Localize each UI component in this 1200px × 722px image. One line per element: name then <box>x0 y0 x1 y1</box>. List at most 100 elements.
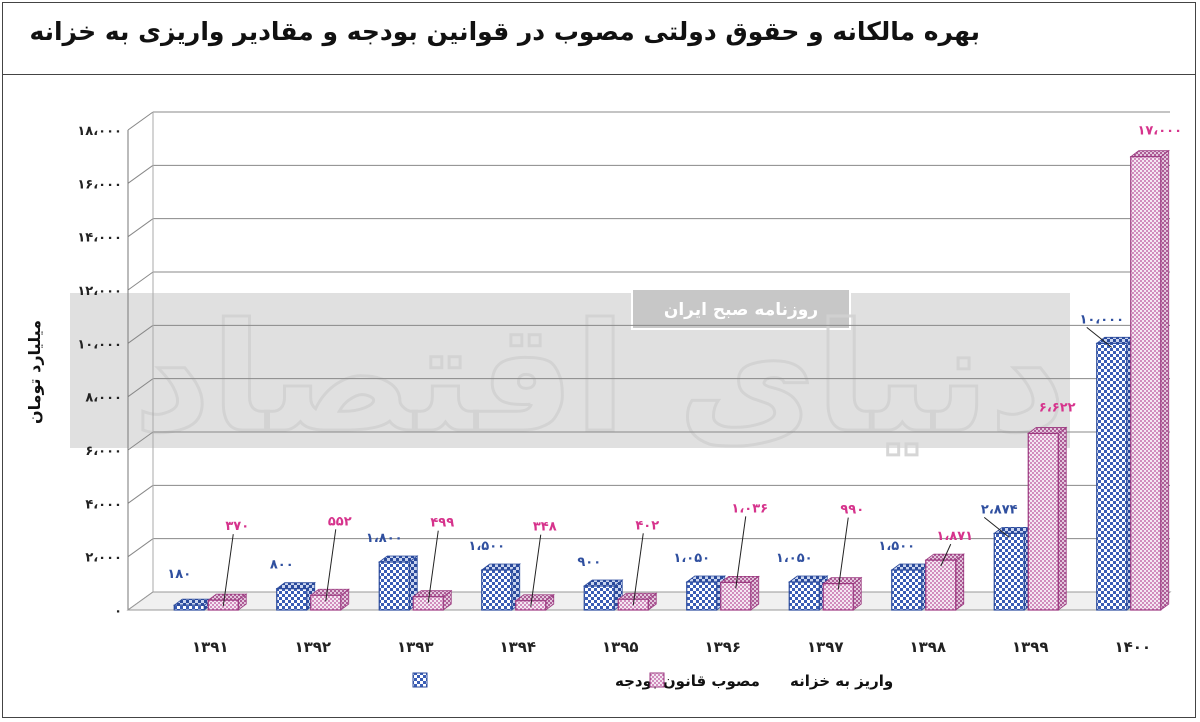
bar-series2-front <box>925 559 957 611</box>
watermark: روزنامه صبح ایران دنیای اقتصاد <box>70 288 1070 468</box>
y-tick-label: ۱۲،۰۰۰ <box>77 284 122 299</box>
bar-series1-front <box>481 569 513 611</box>
data-label-series2: ۹۹۰ <box>840 503 864 518</box>
y-tick-label: ۴،۰۰۰ <box>85 497 122 512</box>
x-tick-label: ۱۴۰۰ <box>1114 638 1151 656</box>
bar-series1 <box>1095 336 1136 611</box>
leader-line-series2 <box>837 517 849 590</box>
bar-series1 <box>890 563 931 611</box>
bar-series2 <box>514 593 555 611</box>
bar-series2 <box>1027 426 1068 611</box>
data-label-series2: ۱۷،۰۰۰ <box>1137 124 1182 139</box>
bar-series2 <box>617 592 658 611</box>
y-tick-label: ۱۶،۰۰۰ <box>77 177 122 192</box>
bar-series1-front <box>686 581 718 611</box>
leader-line-series2 <box>325 529 337 602</box>
bar-series2-front <box>412 596 444 611</box>
leader-line-series1 <box>983 516 1010 538</box>
x-tick-label: ۱۳۹۷ <box>807 638 844 656</box>
legend-label-series1: مصوب قانون بودجه <box>615 672 760 690</box>
bar-series1-front <box>378 561 410 611</box>
data-label-series1: ۱،۰۵۰ <box>673 551 710 566</box>
bar-series1 <box>480 563 521 611</box>
x-tick-label: ۱۳۹۱ <box>192 638 229 656</box>
gridline-diagonal <box>127 111 154 131</box>
y-tick-label: ۱۰،۰۰۰ <box>77 337 122 352</box>
x-tick-label: ۱۳۹۲ <box>294 638 331 656</box>
data-label-series1: ۹۰۰ <box>577 555 601 570</box>
y-axis-label: میلیارد تومان <box>25 320 44 424</box>
y-tick-label: ۱۴،۰۰۰ <box>77 231 122 246</box>
y-tick-label: ۱۸،۰۰۰ <box>77 124 122 139</box>
watermark-badge <box>631 288 851 330</box>
data-label-series2: ۶،۶۲۲ <box>1039 400 1076 415</box>
data-label-series1: ۱،۵۰۰ <box>878 539 915 554</box>
bar-series1-front <box>788 581 820 611</box>
legend-label-series2: واریز به خزانه <box>790 672 893 690</box>
chart-bars <box>173 149 1170 611</box>
y-tick-label: ۰ <box>114 604 122 619</box>
data-label-series2: ۵۵۲ <box>328 514 352 529</box>
legend-swatch-series2 <box>649 672 665 688</box>
leader-line-series2 <box>940 543 952 567</box>
bar-series1-front <box>891 569 923 611</box>
bar-series2-side <box>955 553 965 611</box>
bar-series2-front <box>1130 156 1162 611</box>
bar-series2 <box>309 588 350 611</box>
bar-series2-front <box>310 594 342 611</box>
y-tick-label: ۶،۰۰۰ <box>85 444 122 459</box>
bar-series2 <box>719 575 760 611</box>
bar-series1 <box>378 555 419 611</box>
y-tick-label: ۸،۰۰۰ <box>85 391 122 406</box>
bar-series1-front <box>1096 342 1128 611</box>
x-tick-label: ۱۳۹۳ <box>397 638 434 656</box>
leader-line-series2 <box>735 516 747 589</box>
leader-line-series2 <box>222 534 234 607</box>
title-bar: بهره مالکانه و حقوق دولتی مصوب در قوانین… <box>3 3 1195 75</box>
gridline-diagonal <box>127 271 154 291</box>
data-label-series1: ۱۰،۰۰۰ <box>1079 312 1124 327</box>
gridline-diagonal <box>127 431 154 451</box>
leader-line-series1 <box>1086 326 1113 348</box>
data-label-series1: ۱،۵۰۰ <box>468 539 505 554</box>
gridline-diagonal <box>127 324 154 344</box>
data-label-series1: ۸۰۰ <box>270 558 294 573</box>
data-label-series2: ۴۹۹ <box>430 516 454 531</box>
legend-item-series2: واریز به خزانه <box>649 672 893 690</box>
data-label-series1: ۲،۸۷۴ <box>981 502 1018 517</box>
bar-series2-side <box>1160 149 1170 611</box>
bar-series1-front <box>993 532 1025 611</box>
bar-series1 <box>583 579 624 611</box>
chart-title: بهره مالکانه و حقوق دولتی مصوب در قوانین… <box>29 17 980 46</box>
x-tick-label: ۱۳۹۵ <box>602 638 639 656</box>
x-tick-label: ۱۳۹۹ <box>1012 638 1049 656</box>
chart-data-labels: ۱۸۰ ۳۷۰ ۸۰۰ ۵۵۲ ۱،۸۰۰ ۴۹۹ ۱،۵۰۰ ۳۴۸ ۹۰۰ ۴۰۲ ۱،۰۵۰ ۱… <box>167 124 1182 607</box>
bar-series2 <box>1129 149 1170 611</box>
bar-series1-front <box>583 585 615 611</box>
bar-series1 <box>788 575 829 611</box>
watermark-band <box>70 293 1070 448</box>
bar-series2-front <box>1027 432 1059 611</box>
gridline-diagonal <box>127 538 154 558</box>
bar-series2-side <box>1057 426 1067 611</box>
bar-series2 <box>924 553 965 611</box>
bar-series1 <box>993 526 1034 611</box>
gridline-diagonal <box>127 378 154 398</box>
legend-swatch-series1 <box>412 672 428 688</box>
bar-series2 <box>822 576 863 611</box>
bar-series1 <box>173 598 214 611</box>
data-label-series2: ۱،۰۳۶ <box>731 501 768 516</box>
data-label-series2: ۳۴۸ <box>533 520 557 535</box>
leader-line-series2 <box>632 533 644 606</box>
bar-series1-front <box>276 588 308 611</box>
x-tick-label: ۱۳۹۴ <box>499 638 536 656</box>
leader-line-series2 <box>427 530 439 603</box>
data-label-series2: ۱،۸۷۱ <box>936 529 973 544</box>
bar-series2 <box>207 593 248 611</box>
x-tick-label: ۱۳۹۶ <box>704 638 741 656</box>
gridline-diagonal <box>127 164 154 184</box>
y-tick-label: ۲،۰۰۰ <box>85 551 122 566</box>
legend-item-series1: مصوب قانون بودجه <box>412 672 760 690</box>
bar-series2 <box>412 589 453 611</box>
